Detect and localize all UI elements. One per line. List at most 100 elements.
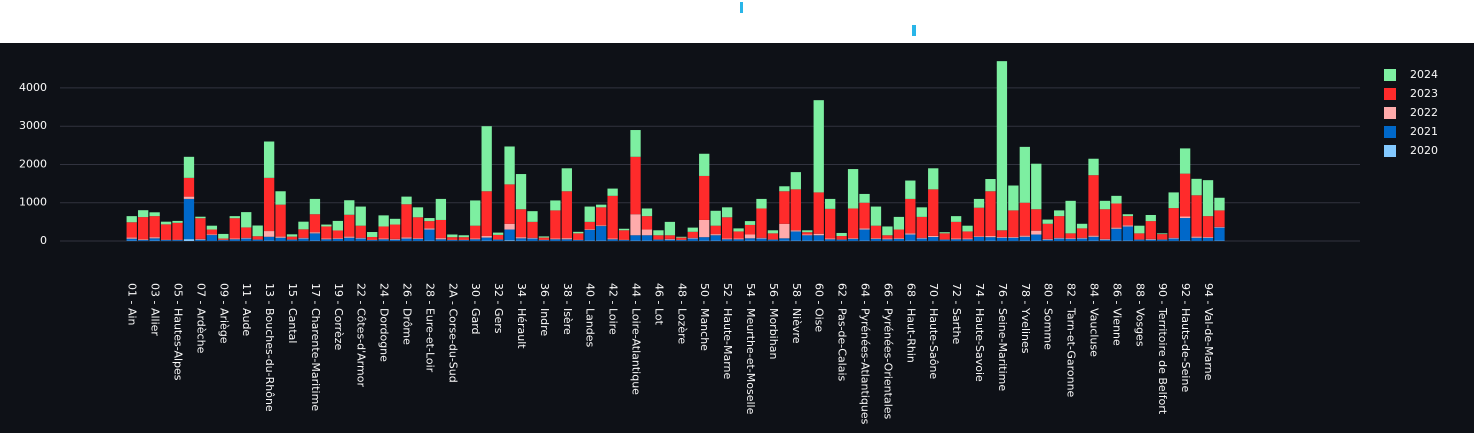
bar-segment	[1088, 236, 1099, 241]
x-tick-label: 50 - Manche	[698, 283, 711, 351]
y-tick-label: 4000	[19, 81, 47, 94]
bar-segment	[584, 206, 595, 222]
bar-segment	[1145, 221, 1156, 239]
bar-segment	[550, 200, 561, 211]
bar-segment	[870, 238, 882, 241]
x-tick-label: 46 - Lot	[652, 283, 665, 326]
bar-segment	[1042, 219, 1053, 224]
bar-segment	[1202, 216, 1214, 237]
bar-segment	[1168, 192, 1179, 209]
bar-segment	[744, 224, 756, 235]
bar-segment	[561, 239, 572, 241]
bar-segment	[573, 233, 584, 240]
bar-segment	[1191, 236, 1202, 238]
bar-segment	[138, 240, 149, 241]
legend-swatch	[1384, 88, 1396, 100]
bar-segment	[1008, 210, 1019, 237]
bar-segment	[401, 204, 412, 238]
bar-segment	[756, 238, 767, 241]
bar-segment	[813, 235, 824, 241]
bar-segment	[1076, 237, 1088, 239]
bar-segment	[447, 240, 458, 241]
bar-segment	[309, 198, 321, 215]
x-tick-label: 64 - Pyrénées-Atlantiques	[859, 283, 872, 425]
bar-segment	[435, 238, 447, 240]
bar-segment	[321, 238, 332, 240]
bar-segment	[802, 232, 813, 235]
bar-segment	[355, 225, 366, 238]
bar-segment	[309, 214, 321, 233]
legend-swatch	[1384, 69, 1396, 81]
bar-segment	[676, 236, 687, 238]
bar-segment	[229, 239, 240, 241]
bar-segment	[928, 236, 939, 241]
bar-segment	[241, 227, 252, 238]
bar-segment	[1031, 234, 1042, 241]
bar-segment	[298, 221, 309, 230]
x-tick-label: 09 - Ariège	[217, 283, 230, 344]
x-tick-label: 72 - Sarthe	[950, 283, 963, 344]
bar-segment	[802, 230, 813, 233]
bar-segment	[733, 228, 744, 232]
x-tick-label: 07 - Ardèche	[194, 283, 207, 354]
bar-segment	[195, 238, 206, 240]
bar-segment	[916, 237, 927, 239]
bar-segment	[870, 206, 882, 226]
x-tick-label: 84 - Vaucluse	[1088, 283, 1101, 357]
bar-segment	[847, 238, 859, 241]
bar-segment	[321, 239, 332, 241]
bar-segment	[985, 237, 996, 241]
bar-segment	[286, 239, 298, 241]
bar-segment	[1157, 234, 1168, 240]
bar-segment	[744, 234, 756, 239]
bar-segment	[596, 226, 607, 241]
bar-segment	[550, 239, 561, 241]
bar-segment	[653, 230, 664, 236]
bar-segment	[790, 189, 801, 231]
bar-segment	[882, 239, 893, 241]
x-tick-label: 01 - Ain	[126, 283, 139, 326]
bar-segment	[332, 238, 343, 239]
bar-segment	[1111, 228, 1122, 241]
bar-segment	[1019, 235, 1030, 237]
x-tick-label: 19 - Corrèze	[332, 283, 345, 351]
bar-segment	[1122, 214, 1134, 217]
bar-segment	[836, 236, 847, 240]
bar-segment	[1088, 175, 1099, 236]
bar-segment	[1099, 239, 1111, 241]
bar-segment	[653, 239, 664, 241]
bar-segment	[481, 236, 492, 238]
bar-segment	[538, 240, 550, 241]
x-tick-label: 28 - Eure-et-Loir	[423, 283, 436, 373]
bar-segment	[172, 220, 183, 223]
x-tick-label: 2A - Corse-du-Sud	[446, 283, 459, 383]
bar-segment	[1157, 239, 1168, 241]
x-tick-label: 56 - Morbihan	[767, 283, 780, 359]
x-tick-label: 88 - Vosges	[1133, 283, 1146, 347]
bar-segment	[412, 207, 424, 218]
bar-segment	[733, 231, 744, 239]
bar-segment	[779, 238, 790, 241]
bar-segment	[309, 232, 321, 234]
bar-segment	[138, 217, 149, 240]
bar-segment	[470, 239, 481, 241]
bar-segment	[607, 239, 618, 241]
bar-segment	[756, 237, 767, 239]
bar-segment	[847, 169, 859, 209]
bar-segment	[515, 237, 527, 239]
bar-segment	[962, 231, 973, 239]
bar-segment	[664, 235, 676, 239]
x-tick-label: 30 - Gard	[469, 283, 482, 335]
bar-segment	[618, 240, 630, 241]
bar-segment	[996, 237, 1008, 241]
bar-segment	[126, 216, 137, 223]
bar-segment	[905, 234, 916, 241]
bar-segment	[836, 232, 847, 237]
bar-segment	[916, 207, 927, 217]
bar-segment	[939, 232, 950, 234]
bar-segment	[378, 215, 389, 227]
bar-segment	[412, 238, 424, 239]
bar-segment	[939, 233, 950, 240]
bar-segment	[126, 222, 137, 238]
